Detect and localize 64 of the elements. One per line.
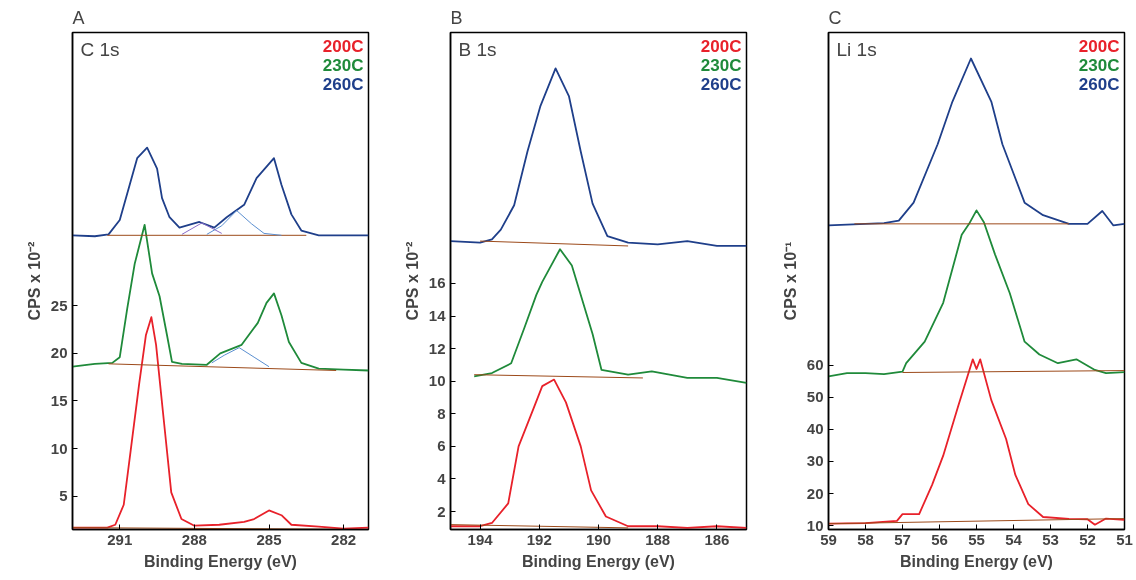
- text: 230C: [1078, 55, 1120, 75]
- line-series: [828, 209, 1125, 378]
- x-axis-title: Binding Energy (eV): [900, 552, 1053, 570]
- chart-title: C: [828, 7, 842, 28]
- x-axis-title: Binding Energy (eV): [144, 552, 297, 570]
- line-series: [473, 248, 747, 384]
- y-tick-label: 60: [806, 356, 824, 374]
- line-series: [211, 347, 270, 368]
- y-axis-title: CPS x 10⁻¹: [781, 241, 799, 321]
- x-tick-label: 53: [1042, 530, 1059, 548]
- y-tick-label: 10: [50, 439, 68, 457]
- x-tick-label: 55: [968, 530, 985, 548]
- text: 200C: [700, 36, 742, 56]
- x-tick-label: 192: [526, 530, 552, 548]
- y-tick-label: 50: [806, 388, 824, 406]
- x-tick-label: 291: [107, 530, 133, 548]
- x-tick-label: 58: [857, 530, 874, 548]
- x-tick-label: 51: [1116, 530, 1133, 548]
- y-tick-label: 25: [50, 296, 68, 314]
- text: 200C: [1078, 36, 1120, 56]
- chart-subtitle: Li 1s: [836, 38, 877, 60]
- line-series: [72, 223, 369, 372]
- y-tick-label: 10: [428, 372, 446, 390]
- text: 230C: [322, 55, 364, 75]
- y-tick-label: 30: [806, 452, 824, 470]
- x-tick-label: 54: [1005, 530, 1023, 548]
- x-axis-title: Binding Energy (eV): [522, 552, 675, 570]
- y-tick-label: 20: [806, 484, 824, 502]
- line-series: [828, 358, 1125, 526]
- y-axis-title: CPS x 10⁻²: [25, 241, 43, 321]
- text: 260C: [1078, 74, 1120, 94]
- line-series: [828, 57, 1125, 227]
- y-tick-label: 14: [428, 307, 447, 325]
- x-tick-label: 186: [704, 530, 730, 548]
- y-axis-title: CPS x 10⁻²: [403, 241, 421, 321]
- text: 230C: [700, 55, 742, 75]
- y-tick-label: 16: [428, 274, 446, 292]
- y-tick-label: 15: [50, 391, 68, 409]
- text: 200C: [322, 36, 364, 56]
- line-series: [206, 210, 282, 236]
- y-tick-label: 5: [59, 487, 68, 505]
- x-tick-label: 285: [256, 530, 282, 548]
- x-tick-label: 190: [585, 530, 612, 548]
- y-tick-label: 20: [50, 344, 68, 362]
- y-tick-label: 8: [437, 404, 446, 422]
- x-tick-label: 288: [181, 530, 207, 548]
- y-tick-label: 4: [437, 469, 447, 487]
- chart-subtitle: C 1s: [80, 38, 120, 60]
- x-tick-label: 52: [1079, 530, 1096, 548]
- y-tick-label: 6: [437, 437, 446, 455]
- chart-subtitle: B 1s: [458, 38, 497, 60]
- x-tick-label: 57: [894, 530, 911, 548]
- y-tick-label: 12: [428, 339, 446, 357]
- x-tick-label: 194: [467, 530, 494, 548]
- line-series: [72, 146, 369, 238]
- y-tick-label: 40: [806, 420, 824, 438]
- x-tick-label: 282: [331, 530, 357, 548]
- text: 260C: [700, 74, 742, 94]
- x-tick-label: 188: [645, 530, 671, 548]
- chart-title: A: [72, 7, 85, 28]
- x-tick-label: 56: [931, 530, 948, 548]
- text: 260C: [322, 74, 364, 94]
- chart-title: B: [450, 7, 463, 28]
- y-tick-label: 2: [437, 502, 446, 520]
